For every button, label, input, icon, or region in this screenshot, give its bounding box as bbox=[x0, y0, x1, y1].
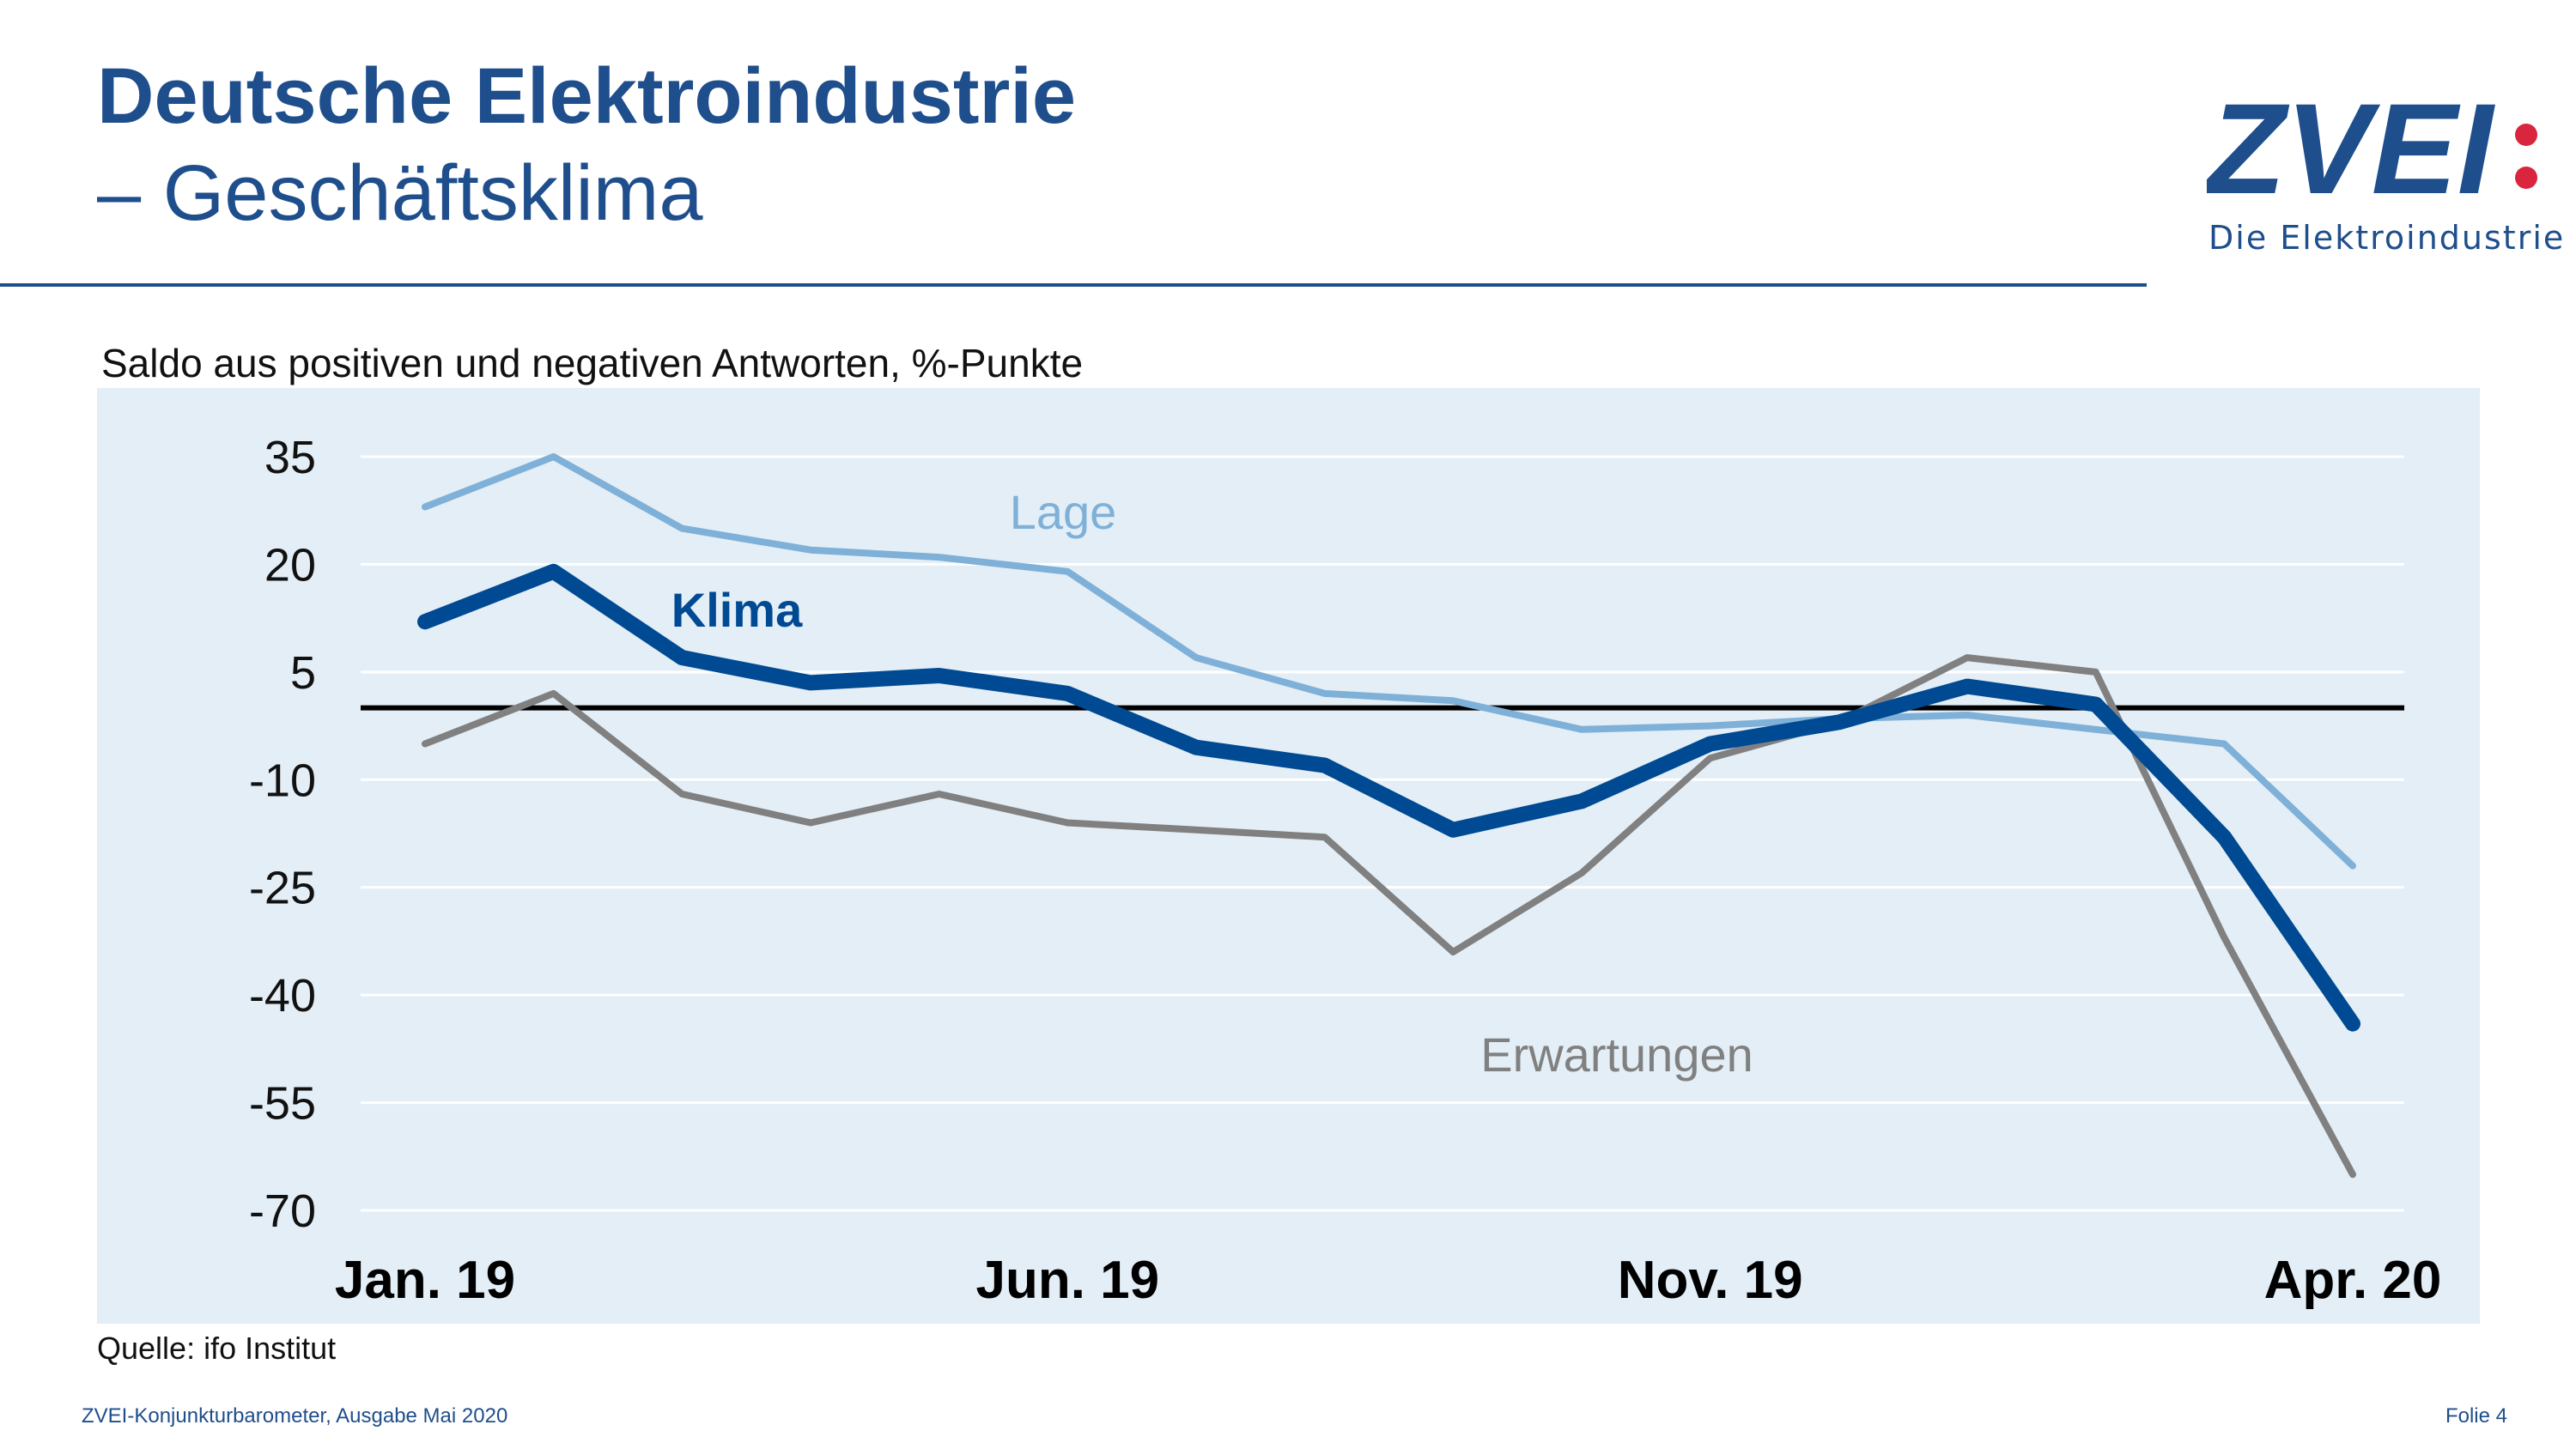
y-tick-label: 5 bbox=[290, 647, 316, 699]
chart-subtitle: Saldo aus positiven und negativen Antwor… bbox=[101, 341, 1084, 385]
series-line-erwartungen bbox=[422, 654, 2356, 1179]
page-subtitle: – Geschäftsklima bbox=[97, 149, 703, 237]
y-tick-label: -70 bbox=[249, 1185, 316, 1237]
header-divider bbox=[0, 283, 2147, 287]
logo-wordmark: ZVEI bbox=[2207, 82, 2496, 221]
x-tick-label: Apr. 20 bbox=[2264, 1251, 2442, 1310]
series-line-lage bbox=[422, 453, 2356, 870]
plot-area bbox=[97, 388, 2480, 1324]
logo-dot-bottom bbox=[2515, 167, 2537, 189]
footer-slide-number: Folie 4 bbox=[2445, 1404, 2507, 1428]
series-line-klima bbox=[417, 563, 2360, 1032]
series-label-klima: Klima bbox=[671, 583, 803, 637]
grid-layer bbox=[361, 455, 2404, 1212]
y-tick-label: 35 bbox=[264, 432, 316, 483]
series-labels: Lage Klima Erwartungen bbox=[671, 485, 1753, 1082]
series-layer bbox=[417, 453, 2360, 1179]
y-tick-label: -40 bbox=[249, 970, 316, 1022]
logo-tagline: Die Elektroindustrie bbox=[2208, 219, 2566, 257]
x-tick-label: Nov. 19 bbox=[1618, 1251, 1803, 1310]
y-tick-label: 20 bbox=[264, 539, 316, 591]
footer-publication: ZVEI-Konjunkturbarometer, Ausgabe Mai 20… bbox=[82, 1404, 508, 1428]
zvei-logo: ZVEI bbox=[2207, 82, 2537, 221]
y-tick-label: -25 bbox=[249, 863, 316, 914]
page-title: Deutsche Elektroindustrie bbox=[97, 52, 1077, 140]
y-axis-labels: 35 20 5 -10 -25 -40 -55 -70 bbox=[249, 432, 316, 1237]
x-axis-labels: Jan. 19 Jun. 19 Nov. 19 Apr. 20 bbox=[335, 1251, 2442, 1310]
y-tick-label: -10 bbox=[249, 755, 316, 806]
x-tick-label: Jan. 19 bbox=[335, 1251, 515, 1310]
x-tick-label: Jun. 19 bbox=[976, 1251, 1160, 1310]
logo-dot-top bbox=[2515, 124, 2537, 146]
series-label-lage: Lage bbox=[1010, 485, 1117, 539]
source-note: Quelle: ifo Institut bbox=[97, 1331, 337, 1366]
y-tick-label: -55 bbox=[249, 1078, 316, 1130]
series-label-erwartungen: Erwartungen bbox=[1480, 1028, 1753, 1082]
